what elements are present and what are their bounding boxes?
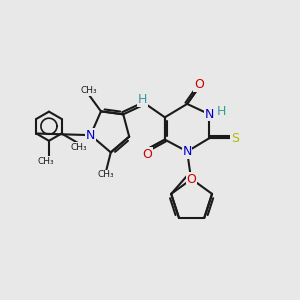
Text: N: N (86, 129, 95, 142)
Text: CH₃: CH₃ (81, 86, 98, 95)
Text: CH₃: CH₃ (38, 157, 54, 166)
Text: O: O (142, 148, 152, 161)
Text: O: O (187, 172, 196, 185)
Text: N: N (205, 108, 214, 121)
Text: H: H (217, 105, 226, 118)
Text: O: O (194, 78, 204, 91)
Text: N: N (182, 145, 192, 158)
Text: CH₃: CH₃ (98, 170, 115, 179)
Text: S: S (231, 132, 239, 145)
Text: H: H (138, 93, 147, 106)
Text: CH₃: CH₃ (71, 143, 87, 152)
